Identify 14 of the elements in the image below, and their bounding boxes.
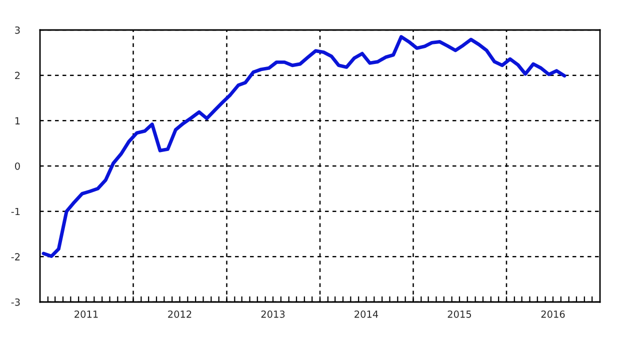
x-tick-label: 2011 — [74, 310, 98, 318]
y-tick-label: 3 — [15, 26, 20, 34]
y-tick-label: -2 — [11, 253, 20, 260]
y-tick-label: 2 — [15, 72, 20, 80]
x-tick-label: 2013 — [261, 310, 285, 318]
line-series — [42, 35, 566, 258]
x-tick-label: 2016 — [541, 310, 565, 318]
x-tick-label: 2012 — [168, 310, 192, 318]
x-tick-label: 2014 — [354, 310, 378, 318]
y-tick-label: 0 — [15, 162, 20, 170]
x-tick-label: 2015 — [448, 310, 472, 318]
y-tick-label: -1 — [11, 208, 20, 216]
y-tick-label: -3 — [11, 298, 20, 306]
y-tick-label: 1 — [15, 117, 20, 124]
